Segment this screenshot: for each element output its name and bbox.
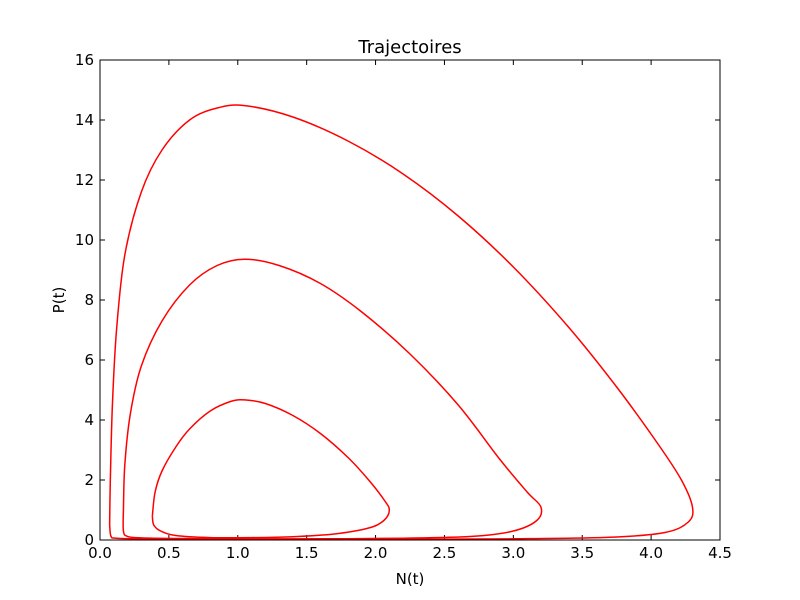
y-tick-label: 4 bbox=[84, 411, 94, 429]
y-tick-label: 6 bbox=[84, 351, 94, 369]
y-tick-label: 12 bbox=[75, 171, 94, 189]
x-tick-label: 0.5 bbox=[157, 544, 181, 562]
y-axis-label: P(t) bbox=[50, 287, 68, 314]
x-tick-label: 1.0 bbox=[226, 544, 250, 562]
y-tick-label: 2 bbox=[84, 471, 94, 489]
x-axis-label: N(t) bbox=[396, 570, 425, 588]
x-tick-label: 3.0 bbox=[501, 544, 525, 562]
x-tick-label: 4.5 bbox=[708, 544, 732, 562]
chart-title: Trajectoires bbox=[357, 37, 461, 58]
x-tick-label: 2.5 bbox=[433, 544, 457, 562]
y-tick-label: 8 bbox=[84, 291, 94, 309]
trajectory-line-1 bbox=[151, 398, 391, 539]
y-tick-label: 16 bbox=[75, 51, 94, 69]
axis-ticks: 0.0 0.5 1.0 1.5 2.0 2.5 3.0 3.5 4.0 4.5 0 2 4 6 8 10 12 1… bbox=[75, 51, 732, 562]
trajectory-line-2 bbox=[122, 258, 543, 540]
y-tick-label: 0 bbox=[84, 531, 94, 549]
x-tick-label: 0.0 bbox=[88, 544, 112, 562]
x-tick-label: 3.5 bbox=[570, 544, 594, 562]
trajectory-line-3 bbox=[108, 104, 694, 540]
y-tick-label: 14 bbox=[75, 111, 94, 129]
series-lines bbox=[108, 104, 694, 540]
plot-frame bbox=[99, 59, 721, 541]
y-tick-label: 10 bbox=[75, 231, 94, 249]
x-tick-label: 1.5 bbox=[295, 544, 319, 562]
x-tick-label: 4.0 bbox=[639, 544, 663, 562]
x-tick-label: 2.0 bbox=[364, 544, 388, 562]
